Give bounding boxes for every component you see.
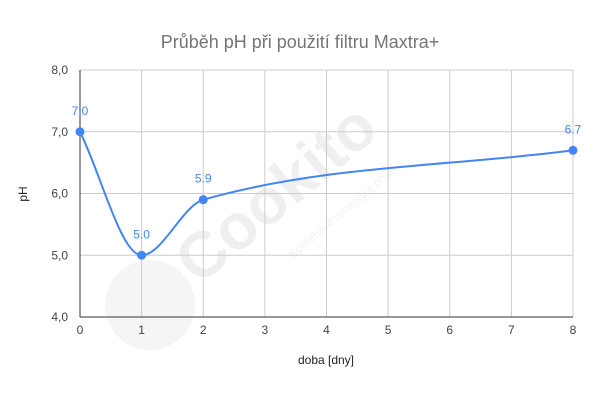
x-tick-label: 3 [262,323,269,337]
x-tick-label: 2 [200,323,207,337]
y-tick-label: 8,0 [51,63,68,77]
data-point [198,195,208,205]
watermark: Cookito Spolehlivé recepty s chutí [105,89,400,350]
x-tick-label: 0 [77,323,84,337]
y-tick-label: 5,0 [51,248,68,262]
y-tick-label: 7,0 [51,125,68,139]
gridlines [79,69,574,318]
data-point [568,145,578,155]
data-label: 5.9 [195,172,212,186]
chart-title: Průběh pH při použití filtru Maxtra+ [161,32,440,52]
data-label: 5.0 [133,227,150,241]
watermark-circle-icon [105,260,195,350]
data-label: 6.7 [565,122,582,136]
x-tick-label: 1 [138,323,145,337]
x-tick-label: 6 [446,323,453,337]
series-line [79,131,574,257]
x-tick-label: 4 [323,323,330,337]
y-axis-title: pH [16,186,30,201]
y-tick-label: 4,0 [51,310,68,324]
data-point [137,250,147,260]
x-tick-label: 7 [508,323,515,337]
x-tick-label: 8 [570,323,577,337]
x-axis-ticks: 0 1 2 3 4 5 6 7 8 [77,323,577,337]
x-axis-title: doba [dny] [298,353,354,367]
series-group: 7.0 5.0 5.9 6.7 [72,104,582,260]
data-label: 7.0 [72,104,89,118]
data-point [75,127,85,137]
y-tick-label: 6,0 [51,187,68,201]
x-tick-label: 5 [385,323,392,337]
y-axis-ticks: 4,0 5,0 6,0 7,0 8,0 [51,63,68,324]
